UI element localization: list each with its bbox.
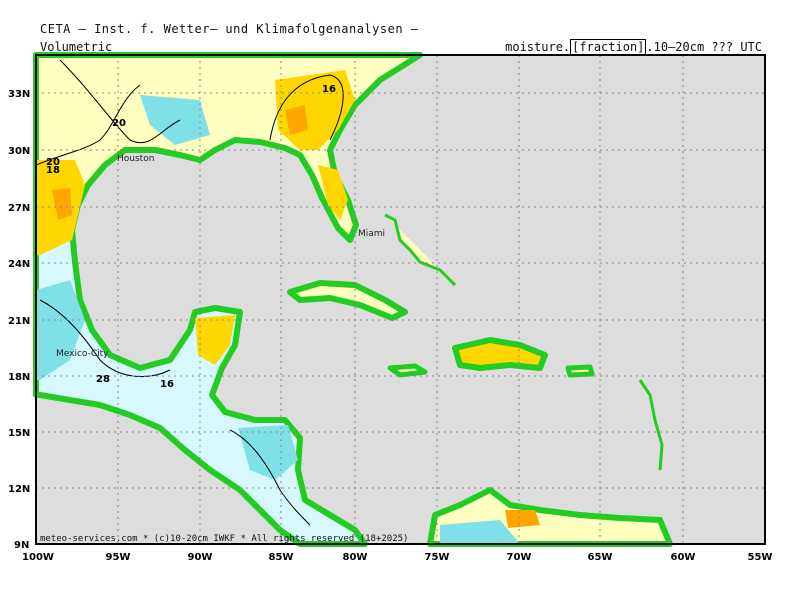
latitude-labels: 33N 30N 27N 24N 21N 18N 15N 12N 9N (8, 89, 30, 551)
svg-text:65W: 65W (588, 552, 613, 563)
variable-label: Volumetric (40, 40, 113, 54)
svg-text:70W: 70W (507, 552, 532, 563)
map-subtitle-bar: Volumetric moisture. [fraction] .10—20cm ?… (36, 39, 766, 55)
land-bahamas (384, 213, 457, 287)
svg-text:33N: 33N (8, 89, 30, 100)
contour-line (229, 429, 311, 526)
svg-text:15N: 15N (8, 428, 30, 439)
longitude-labels: 100W 95W 90W 85W 80W 75W 70W 65W 60W 55W (22, 552, 772, 563)
contour-line (269, 74, 344, 141)
contour-label: 20 (46, 157, 60, 168)
land-puerto-rico (565, 364, 595, 378)
contour-label: 28 (96, 374, 110, 385)
wet-zone-honduras (238, 425, 298, 480)
svg-text:80W: 80W (343, 552, 368, 563)
land-lesser-antilles (638, 379, 664, 471)
contour-label: 16 (322, 84, 336, 95)
svg-text:100W: 100W (22, 552, 54, 563)
svg-text:9N: 9N (14, 540, 29, 551)
svg-text:12N: 12N (8, 484, 30, 495)
dry-zone-venezuela (505, 510, 540, 528)
map-frame (35, 54, 766, 545)
dry-zone-georgia-core (285, 105, 308, 135)
dry-zone-texas-core (52, 188, 72, 220)
wet-zone-south-america (440, 520, 520, 544)
lat-lon-grid (36, 55, 765, 544)
svg-text:30N: 30N (8, 146, 30, 157)
city-label-houston: Houston (117, 154, 154, 164)
land-jamaica (387, 363, 428, 378)
contour-line (39, 299, 171, 378)
city-label-miami: Miami (358, 229, 385, 239)
units-label: moisture. [fraction] .10—20cm ??? UTC (505, 39, 762, 55)
svg-text:55W: 55W (748, 552, 773, 563)
svg-text:95W: 95W (106, 552, 131, 563)
svg-text:21N: 21N (8, 316, 30, 327)
contour-label: 16 (160, 379, 174, 390)
svg-text:18N: 18N (8, 372, 30, 383)
dry-zone-yucatan (195, 315, 235, 365)
city-label-mexico-city: Mexico-City (56, 349, 109, 359)
contour-line (35, 84, 141, 166)
map-title: CETA — Inst. f. Wetter— und Klimafolgena… (40, 22, 419, 36)
svg-text:27N: 27N (8, 203, 30, 214)
contour-label: 18 (46, 165, 60, 176)
svg-text:75W: 75W (425, 552, 450, 563)
land-hispaniola (452, 337, 548, 371)
mid-zone-florida (318, 165, 348, 220)
svg-text:85W: 85W (269, 552, 294, 563)
svg-text:60W: 60W (671, 552, 696, 563)
land-cuba (287, 280, 408, 321)
contour-line (59, 59, 181, 144)
wet-zone-texas (140, 95, 210, 145)
svg-text:24N: 24N (8, 259, 30, 270)
contour-label: 20 (112, 118, 126, 129)
svg-text:90W: 90W (188, 552, 213, 563)
copyright-footer: meteo-services.com * (c)10-20cm IWKF * A… (40, 534, 408, 544)
